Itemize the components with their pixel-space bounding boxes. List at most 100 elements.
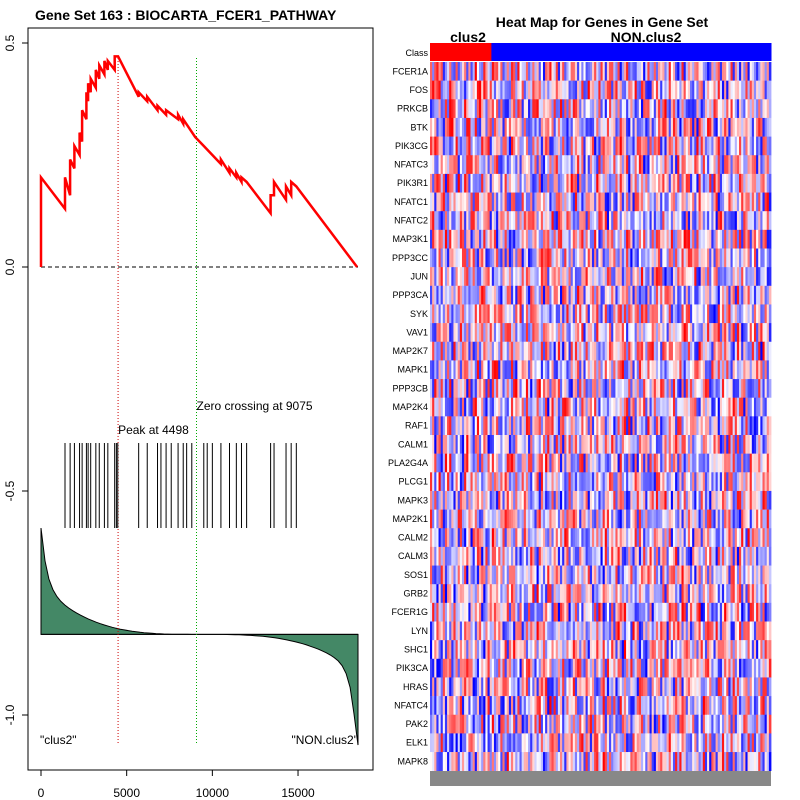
heatmap-cell	[709, 99, 712, 119]
heatmap-cell	[632, 248, 635, 268]
heatmap-cell	[564, 285, 567, 305]
heatmap-cell	[670, 304, 674, 324]
heatmap-cell	[504, 285, 508, 305]
heatmap-cell	[666, 323, 670, 343]
heatmap-cell	[606, 379, 610, 398]
heatmap-cell	[764, 267, 768, 287]
heatmap-cell	[707, 416, 710, 436]
heatmap-cell	[474, 229, 478, 249]
heatmap-cell	[685, 360, 689, 380]
heatmap-cell	[768, 416, 772, 436]
heatmap-cell	[756, 136, 759, 156]
heatmap-cell	[451, 621, 454, 641]
heatmap-cell	[566, 341, 569, 361]
heatmap-cell	[683, 192, 687, 212]
heatmap-cell	[517, 80, 520, 100]
heatmap-cell	[500, 99, 503, 119]
heatmap-cell	[510, 397, 514, 417]
heatmap-cell	[566, 62, 569, 81]
heatmap-cell	[542, 490, 546, 510]
heatmap-cell	[726, 267, 729, 287]
heatmap-cell	[589, 192, 593, 212]
heatmap-cell	[536, 621, 540, 641]
heatmap-cell	[481, 546, 484, 566]
heatmap-cell	[453, 453, 456, 473]
heatmap-cell	[553, 80, 557, 100]
heatmap-cell	[536, 323, 540, 343]
heatmap-cell	[728, 267, 731, 287]
heatmap-cell	[700, 267, 704, 287]
heatmap-cell	[500, 267, 503, 287]
heatmap-cell	[647, 435, 650, 454]
heatmap-cell	[640, 472, 644, 492]
heatmap-cell	[568, 285, 572, 305]
heatmap-cell	[751, 80, 755, 100]
heatmap-cell	[645, 173, 648, 193]
heatmap-cell	[726, 584, 729, 604]
heatmap-cell	[481, 192, 484, 212]
heatmap-cell	[613, 435, 616, 454]
heatmap-cell	[444, 323, 448, 343]
heatmap-cell	[766, 80, 770, 100]
heatmap-cell	[487, 173, 491, 193]
heatmap-cell	[753, 379, 757, 398]
heatmap-cell	[664, 602, 667, 622]
heatmap-cell	[508, 173, 512, 193]
heatmap-cell	[613, 304, 616, 324]
heatmap-cell	[568, 192, 572, 212]
heatmap-cell	[679, 565, 682, 585]
heatmap-cell	[743, 565, 746, 585]
heatmap-cell	[717, 248, 721, 268]
heatmap-cell	[504, 490, 508, 510]
heatmap-cell	[449, 602, 452, 622]
heatmap-cell	[474, 341, 478, 361]
heatmap-cell	[468, 416, 471, 436]
heatmap-cell	[468, 248, 471, 268]
heatmap-cell	[436, 323, 439, 343]
heatmap-cell	[504, 546, 508, 566]
heatmap-cell	[621, 565, 625, 585]
heatmap-cell	[685, 584, 689, 604]
heatmap-cell	[596, 99, 599, 119]
heatmap-cell	[660, 117, 663, 137]
heatmap-cell	[564, 248, 567, 268]
heatmap-cell	[453, 267, 456, 287]
heatmap-cell	[470, 379, 474, 398]
heatmap-cell	[736, 397, 740, 417]
heatmap-cell	[470, 62, 474, 81]
heatmap-cell	[453, 173, 456, 193]
heatmap-cell	[510, 173, 514, 193]
heatmap-cell	[472, 621, 476, 641]
heatmap-cell	[677, 80, 680, 100]
heatmap-cell	[660, 435, 663, 454]
heatmap-cell	[753, 565, 757, 585]
heatmap-cell	[766, 490, 770, 510]
heatmap-cell	[461, 565, 465, 585]
heatmap-cell	[634, 99, 638, 119]
heatmap-cell	[540, 453, 544, 473]
heatmap-cell	[668, 472, 672, 492]
heatmap-cell	[519, 397, 523, 417]
heatmap-cell	[760, 584, 763, 604]
heatmap-cell	[749, 99, 753, 119]
heatmap-cell	[715, 173, 719, 193]
heatmap-cell	[472, 248, 476, 268]
heatmap-cell	[468, 509, 471, 529]
heatmap-cell	[476, 99, 480, 119]
heatmap-cell	[747, 584, 751, 604]
heatmap-cell	[762, 360, 766, 380]
heatmap-cell	[434, 136, 437, 156]
heatmap-cell	[724, 453, 727, 473]
heatmap-cell	[690, 80, 693, 100]
heatmap-cell	[508, 397, 512, 417]
heatmap-cell	[549, 80, 552, 100]
heatmap-cell	[685, 248, 689, 268]
heatmap-cell	[655, 397, 659, 417]
heatmap-cell	[704, 155, 708, 175]
heatmap-cell	[566, 416, 569, 436]
heatmap-cell	[658, 192, 661, 212]
heatmap-cell	[683, 99, 687, 119]
heatmap-cell	[753, 453, 757, 473]
heatmap-cell	[530, 248, 533, 268]
heatmap-cell	[655, 416, 659, 436]
